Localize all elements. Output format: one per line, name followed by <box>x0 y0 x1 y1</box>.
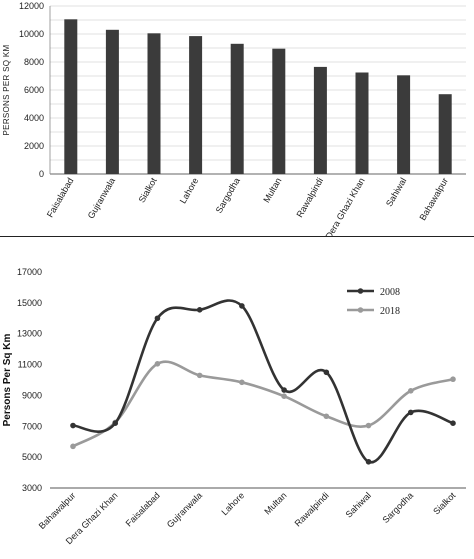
series-point-2008 <box>154 315 161 322</box>
series-point-2018 <box>323 413 330 420</box>
bar-y-tick-label: 4000 <box>24 113 44 123</box>
line-x-tick-label: Sahiwal <box>344 490 373 519</box>
line-y-tick-label: 5000 <box>22 452 42 462</box>
bar-faisalabad <box>64 19 78 174</box>
line-y-tick-label: 15000 <box>17 298 42 308</box>
line-x-tick-label: Multan <box>262 490 288 516</box>
series-point-2008 <box>112 420 119 427</box>
bar-chart-gridlines <box>50 5 466 175</box>
bar-y-tick-label: 6000 <box>24 85 44 95</box>
series-point-2018 <box>281 393 287 400</box>
bar-sahiwal <box>397 75 411 174</box>
line-chart-y-tick-labels: 3000 5000 7000 9000 11000 13000 15000 17000 <box>17 267 42 493</box>
bar-dera-ghazi-khan <box>355 72 369 174</box>
line-y-tick-label: 9000 <box>22 390 42 400</box>
bar-gujranwala <box>105 29 119 174</box>
legend-marker-2008 <box>357 288 364 294</box>
series-point-2018 <box>70 443 76 450</box>
bar-y-tick-label: 12000 <box>19 1 44 11</box>
line-y-tick-label: 17000 <box>17 267 42 277</box>
chart-divider <box>0 236 474 237</box>
series-point-2008 <box>365 458 372 465</box>
series-point-2008 <box>323 369 330 376</box>
line-y-tick-label: 7000 <box>22 421 42 431</box>
series-line-2018 <box>72 360 454 448</box>
bar-y-tick-label: 0 <box>39 169 44 179</box>
legend-label-2018: 2018 <box>380 306 400 317</box>
line-x-tick-label: Lahore <box>219 490 246 517</box>
line-x-tick-label: Faisalabad <box>124 490 162 528</box>
series-point-2008 <box>450 420 456 427</box>
series-line-2008 <box>72 299 454 464</box>
bar-sialkot <box>147 33 161 174</box>
bar-y-tick-label: 2000 <box>24 141 44 151</box>
series-point-2018 <box>365 422 372 429</box>
legend-marker-2018 <box>357 307 364 313</box>
bar-chart-bars <box>64 19 452 175</box>
line-chart-series <box>70 299 456 465</box>
line-chart-legend: 2008 2018 <box>347 287 400 317</box>
line-x-tick-label: Rawalpindi <box>293 490 331 528</box>
line-chart-y-axis-label: Persons Per Sq Km <box>2 333 13 426</box>
bar-bahawalpur <box>438 94 452 174</box>
bar-rawalpindi <box>313 66 327 174</box>
series-point-2008 <box>281 387 287 393</box>
line-x-tick-label: Gujranwala <box>165 490 204 529</box>
series-point-2018 <box>450 376 456 383</box>
series-point-2008 <box>196 307 203 313</box>
bar-chart-y-tick-labels: 0 2000 4000 6000 8000 10000 12000 <box>19 1 44 179</box>
series-point-2008 <box>239 303 245 309</box>
bar-y-tick-label: 10000 <box>19 29 44 39</box>
series-point-2018 <box>407 388 414 394</box>
series-point-2018 <box>196 372 203 379</box>
bar-multan <box>272 48 286 175</box>
series-point-2018 <box>239 379 245 386</box>
line-x-tick-label: Sialkot <box>431 490 458 517</box>
legend-label-2008: 2008 <box>380 287 400 298</box>
line-x-tick-label: Sargodha <box>381 490 416 525</box>
series-point-2018 <box>154 361 161 367</box>
line-y-tick-label: 11000 <box>18 360 42 370</box>
bar-y-tick-label: 8000 <box>24 57 44 67</box>
series-point-2008 <box>70 422 76 429</box>
bar-chart-y-axis-label: PERSONS PER SQ KM <box>2 45 11 136</box>
series-point-2008 <box>407 409 414 416</box>
bar-lahore <box>189 36 203 174</box>
line-y-tick-label: 3000 <box>22 483 42 493</box>
line-x-tick-label: Bahawalpur <box>37 490 78 531</box>
line-y-tick-label: 13000 <box>17 329 42 339</box>
bar-sargodha <box>230 43 244 174</box>
